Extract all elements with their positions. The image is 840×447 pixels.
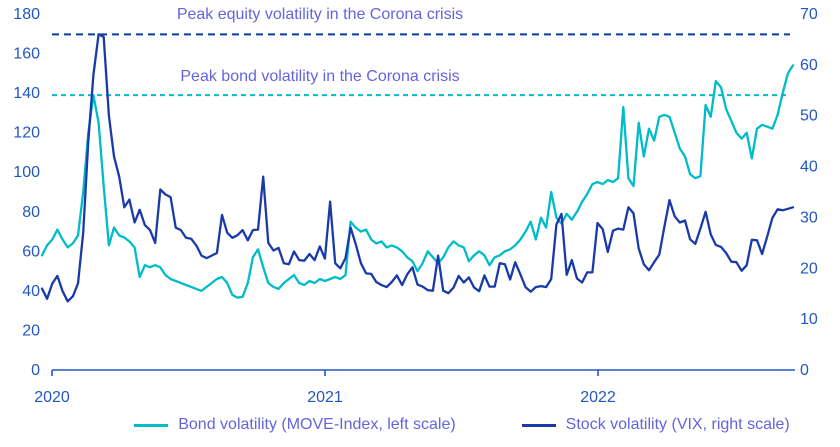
annotation-peak-bond-volatility: Peak bond volatility in the Corona crisi…: [180, 68, 460, 85]
right-axis-label-50: 50: [800, 108, 818, 125]
x-axis-label-2020: 2020: [34, 389, 70, 406]
left-axis-label-140: 140: [13, 85, 40, 102]
stock-volatility-line: [40, 33, 795, 303]
left-axis-label-120: 120: [13, 125, 40, 142]
legend-label-bond: Bond volatility (MOVE-Index, left scale): [178, 416, 456, 433]
right-axis-label-30: 30: [800, 209, 818, 226]
legend-item-bond-volatility: Bond volatility (MOVE-Index, left scale): [134, 416, 456, 434]
right-axis-label-70: 70: [800, 6, 818, 23]
left-axis-label-40: 40: [22, 283, 40, 300]
left-axis-label-180: 180: [13, 6, 40, 23]
legend: Bond volatility (MOVE-Index, left scale)…: [42, 416, 840, 434]
right-axis-label-60: 60: [800, 57, 818, 74]
legend-item-stock-volatility: Stock volatility (VIX, right scale): [521, 416, 790, 434]
left-axis-label-0: 0: [31, 362, 40, 379]
right-axis-label-40: 40: [800, 159, 818, 176]
x-axis-label-2022: 2022: [580, 389, 616, 406]
legend-label-stock: Stock volatility (VIX, right scale): [565, 416, 790, 433]
left-axis-label-100: 100: [13, 164, 40, 181]
left-axis-label-160: 160: [13, 46, 40, 63]
bond-volatility-line: [40, 64, 795, 299]
bond-line-swatch: [134, 423, 169, 427]
x-axis-label-2021: 2021: [307, 389, 343, 406]
right-axis-label-10: 10: [800, 311, 818, 328]
left-axis-label-60: 60: [22, 243, 40, 260]
right-axis-label-0: 0: [800, 362, 809, 379]
stock-line-swatch: [521, 423, 556, 427]
right-axis-label-20: 20: [800, 260, 818, 277]
annotation-peak-equity-volatility: Peak equity volatility in the Corona cri…: [176, 6, 464, 23]
left-axis-label-80: 80: [22, 204, 40, 221]
left-axis-label-20: 20: [22, 322, 40, 339]
